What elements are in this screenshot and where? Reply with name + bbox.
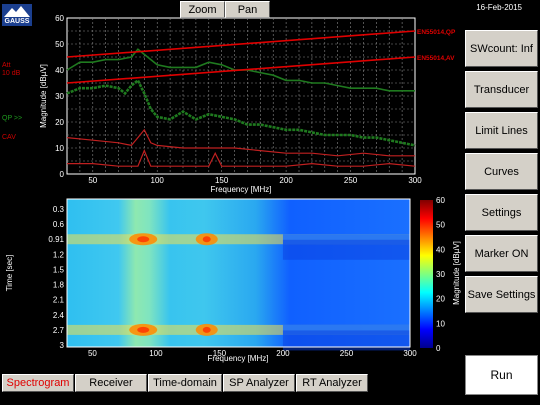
x-tick-label: 250 <box>340 349 354 358</box>
colorbar-tick-label: 10 <box>436 319 445 328</box>
spectrogram-ylabel: Time [sec] <box>5 255 14 292</box>
transducer-button[interactable]: Transducer <box>465 71 538 108</box>
hot-spot-core <box>137 326 150 333</box>
spectrum-series <box>66 48 416 167</box>
x-tick-label: 250 <box>344 176 358 185</box>
y-tick-label: 1.5 <box>53 265 65 274</box>
series-line <box>66 48 415 92</box>
hot-spot-core <box>202 326 211 333</box>
y-tick-label: 3 <box>60 341 65 350</box>
logo-text: GAUSS <box>4 18 30 25</box>
colorbar-label: Magnitude [dBµV] <box>452 241 461 305</box>
y-tick-label: 0 <box>60 170 65 179</box>
cav-label: CAV <box>2 134 16 141</box>
mountain-icon <box>4 6 30 17</box>
y-tick-label: 0.91 <box>48 235 64 244</box>
y-tick-label: 1.8 <box>53 281 65 290</box>
date-label: 16-Feb-2015 <box>476 3 522 12</box>
heat-background <box>67 199 410 347</box>
tab-sp-analyzer[interactable]: SP Analyzer <box>223 374 295 392</box>
y-tick-label: 40 <box>55 66 64 75</box>
colorbar-tick-label: 60 <box>436 196 445 205</box>
att-value: 10 dB <box>2 70 21 77</box>
x-tick-label: 200 <box>276 349 290 358</box>
hot-row-band <box>67 234 410 245</box>
spectrum-limit-lines: EN55014,QP EN55014,AV <box>66 29 456 84</box>
spectrum-chart: 50 100 150 200 250 300 0 10 20 30 40 50 60 EN55014,Q… <box>39 14 456 194</box>
qp-label: QP >> <box>2 115 23 122</box>
x-tick-label: 100 <box>149 349 163 358</box>
x-tick-label: 50 <box>88 349 97 358</box>
series-line <box>67 149 416 167</box>
hot-spot-core <box>137 236 150 243</box>
colorbar-tick-label: 40 <box>436 245 445 254</box>
swcount-button[interactable]: SWcount: Inf <box>465 30 538 67</box>
tab-spectrogram[interactable]: Spectrogram <box>2 374 74 392</box>
tab-receiver[interactable]: Receiver <box>75 374 147 392</box>
x-tick-label: 150 <box>215 176 229 185</box>
x-tick-label: 50 <box>88 176 97 185</box>
colorbar-tick-label: 0 <box>436 344 441 353</box>
spectrum-axes: 50 100 150 200 250 300 0 10 20 30 40 50 60 <box>55 14 422 185</box>
att-label: Att <box>2 62 11 69</box>
hot-row-band <box>67 324 410 335</box>
series-line <box>66 128 415 157</box>
y-tick-label: 2.7 <box>53 326 65 335</box>
x-tick-label: 200 <box>279 176 293 185</box>
colorbar-tick-label: 20 <box>436 295 445 304</box>
limit-line-label: EN55014,QP <box>417 29 456 36</box>
y-tick-label: 50 <box>55 40 64 49</box>
tab-rt-analyzer[interactable]: RT Analyzer <box>296 374 368 392</box>
settings-button[interactable]: Settings <box>465 194 538 231</box>
colorbar-tick-label: 30 <box>436 270 445 279</box>
series-line <box>66 78 416 147</box>
y-tick-label: 30 <box>55 92 64 101</box>
hot-row-band-high <box>282 234 410 245</box>
colorbar-axes: 0 10 20 30 40 50 60 <box>436 196 445 353</box>
run-button[interactable]: Run <box>465 355 538 395</box>
limit-line <box>66 30 416 58</box>
hot-spot-core <box>202 236 211 243</box>
y-tick-label: 20 <box>55 118 64 127</box>
curves-button[interactable]: Curves <box>465 153 538 190</box>
limit-lines-button[interactable]: Limit Lines <box>465 112 538 149</box>
x-tick-label: 150 <box>213 349 227 358</box>
x-tick-label: 300 <box>408 176 422 185</box>
y-tick-label: 2.1 <box>53 296 65 305</box>
y-tick-label: 2.4 <box>53 311 65 320</box>
y-tick-label: 10 <box>55 144 64 153</box>
spectrogram-cells <box>67 199 410 351</box>
cool-band <box>282 239 410 260</box>
limit-line <box>66 56 416 84</box>
colorbar <box>420 200 433 348</box>
y-tick-label: 1.2 <box>53 250 65 259</box>
spectrogram-xlabel: Frequency [MHz] <box>208 354 269 363</box>
x-tick-label: 300 <box>403 349 417 358</box>
y-tick-label: 0.3 <box>53 205 65 214</box>
cool-band <box>282 330 410 351</box>
limit-line-label: EN55014,AV <box>417 55 455 62</box>
y-tick-label: 0.6 <box>53 220 65 229</box>
x-tick-label: 100 <box>151 176 165 185</box>
colorbar-tick-label: 50 <box>436 221 445 230</box>
hot-row-band-high <box>282 324 410 335</box>
spectrum-xlabel: Frequency [MHz] <box>211 185 272 194</box>
y-tick-label: 60 <box>55 14 64 23</box>
gauss-logo: GAUSS <box>2 4 32 26</box>
tab-time-domain[interactable]: Time-domain <box>148 374 222 392</box>
spectrum-ylabel: Magnitude [dBµV] <box>39 64 48 128</box>
spectrogram-axes: 0.3 0.6 0.91 1.2 1.5 1.8 2.1 2.4 2.7 3 50 100 150 200… <box>48 205 417 358</box>
save-settings-button[interactable]: Save Settings <box>465 276 538 313</box>
marker-button[interactable]: Marker ON <box>465 235 538 272</box>
